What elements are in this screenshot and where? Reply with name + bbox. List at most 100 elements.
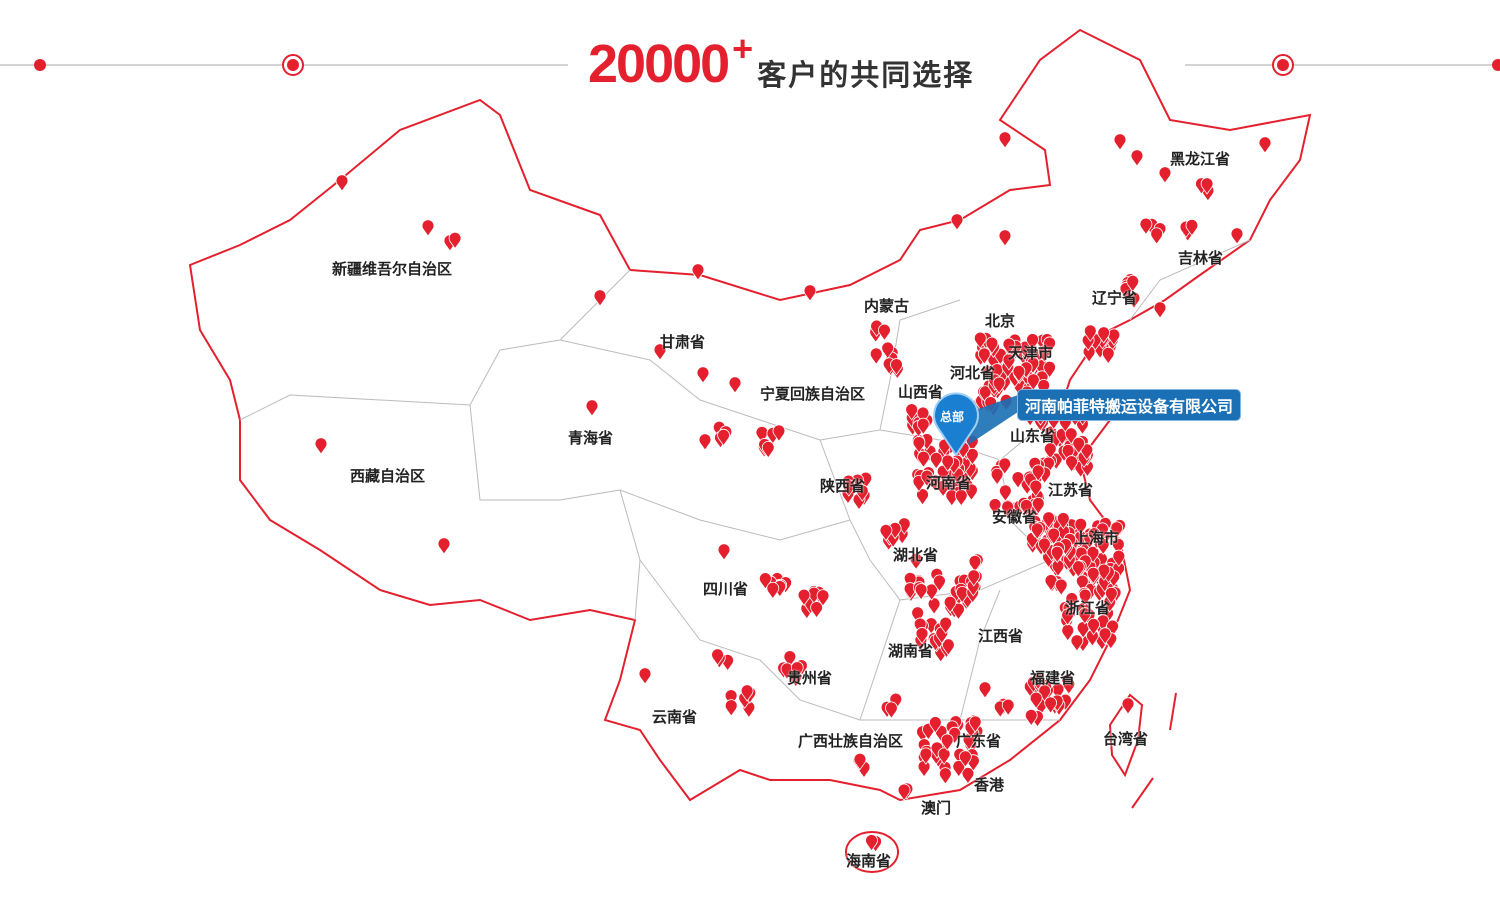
customer-pin-icon [1258, 136, 1272, 154]
customer-pin-icon [1071, 560, 1085, 578]
customer-pin-icon [772, 424, 786, 442]
customer-pin-icon [950, 213, 964, 231]
customer-pin-icon [1037, 379, 1051, 397]
province-label: 新疆维吾尔自治区 [332, 260, 453, 278]
province-label: 浙江省 [1065, 599, 1111, 617]
customer-pin-icon [927, 597, 941, 615]
customer-pin-icon [1043, 442, 1057, 460]
customer-pin-icon [1113, 133, 1127, 151]
customer-pin-icon [1185, 219, 1199, 237]
province-label: 江西省 [978, 627, 1024, 645]
customer-pin-icon [421, 219, 435, 237]
customer-pin-icon [1086, 545, 1100, 564]
customer-pin-icon [968, 555, 982, 573]
customer-pin-icon [842, 479, 856, 497]
customer-pin-icon [990, 363, 1004, 381]
customer-pin-icon [1012, 365, 1026, 383]
customer-pin-icon [1044, 696, 1058, 714]
customer-pin-icon [954, 489, 968, 507]
plus-sign: + [732, 28, 754, 69]
province-label: 香港 [974, 776, 1005, 794]
customer-pin-icon [724, 689, 738, 707]
customer-pin-icon [966, 447, 979, 466]
customer-pin-icon [915, 627, 929, 645]
customer-pin-icon [1050, 545, 1064, 564]
customer-pin-icon [998, 484, 1012, 502]
hq-marker[interactable] [933, 392, 1018, 457]
customer-pin-icon [1097, 326, 1111, 344]
customer-pin-icon [790, 661, 804, 679]
province-label: 黑龙江省 [1170, 150, 1231, 168]
province-label: 安徽省 [992, 508, 1038, 526]
customer-pin-icon [653, 343, 667, 361]
customer-pin-icon [916, 406, 930, 424]
customer-pin-icon [1043, 336, 1056, 354]
customer-pin-icon [1121, 697, 1135, 715]
province-label: 澳门 [921, 799, 952, 817]
customer-pin-icon [855, 484, 869, 502]
customer-pin-icon [1026, 333, 1039, 351]
customer-pin-icon [1111, 537, 1125, 556]
customer-pin-icon [879, 523, 893, 542]
header-decoration [0, 54, 1500, 76]
customer-pin-icon [958, 750, 972, 768]
customer-pin-icon [593, 289, 607, 307]
south-sea-dashes [1131, 692, 1177, 809]
taiwan-island [1108, 693, 1144, 778]
province-label: 上海市 [1074, 529, 1120, 547]
customer-pin-icon [916, 417, 930, 436]
customer-pin-icon [973, 331, 987, 350]
customer-pin-icon [698, 433, 712, 451]
province-label: 贵州省 [787, 669, 833, 687]
customer-pin-icon [1150, 227, 1164, 245]
customer-pin-icon [711, 648, 724, 666]
customer-pin-icon [928, 716, 942, 734]
province-label: 河北省 [950, 364, 996, 382]
customer-pin-icon [1061, 608, 1074, 626]
customer-pin-icon [717, 428, 730, 447]
customer-pin-icon [903, 571, 917, 590]
customer-pin-icon [1074, 517, 1088, 536]
customer-pin-icon [985, 336, 999, 355]
customer-pin-icon [1075, 574, 1089, 592]
customer-pin-icon [1087, 527, 1101, 545]
customer-pin-icon [1062, 677, 1076, 695]
customer-pin-icon [638, 667, 652, 685]
province-label: 辽宁省 [1092, 289, 1138, 307]
customer-pin-icon [1078, 607, 1092, 625]
customer-pin-icon [933, 574, 946, 592]
customer-pin-icon [691, 263, 705, 281]
customer-pin-icon [998, 131, 1012, 149]
customer-pin-icon [919, 747, 933, 765]
province-label: 天津市 [1008, 344, 1054, 362]
province-label: 甘肃省 [660, 333, 706, 351]
customer-pin-icon [968, 715, 982, 733]
province-label: 云南省 [652, 708, 698, 726]
customer-pin-icon [1086, 566, 1100, 585]
province-label: 湖南省 [888, 642, 934, 660]
customer-pin-icon [816, 589, 830, 607]
customer-pin-icon [889, 692, 903, 711]
customer-pin-icon [920, 469, 934, 488]
customer-pin-icon [1083, 324, 1097, 342]
page-title: 20000 + 客户的共同选择 [588, 28, 974, 95]
customer-pin-icon [992, 376, 1006, 394]
customer-pin-icon [1038, 537, 1051, 555]
province-label: 内蒙古 [864, 297, 910, 315]
customer-pin-icon [952, 602, 965, 621]
province-label: 海南省 [846, 852, 892, 870]
province-label: 福建省 [1030, 669, 1076, 687]
customer-pin-icon [1011, 471, 1025, 489]
customer-pin-icon [783, 650, 797, 668]
customer-pin-icon [853, 752, 867, 771]
customer-pin-icon [696, 366, 710, 384]
customer-pin-icon [1029, 691, 1043, 710]
customer-pin-icon [978, 681, 992, 699]
customer-pin-icon [1042, 511, 1056, 529]
customer-pin-icon [1070, 634, 1084, 652]
company-name-label[interactable]: 河南帕菲特搬运设备有限公司 [1017, 389, 1242, 421]
customer-pin-icon [761, 441, 775, 459]
customer-pin-icon [1031, 497, 1045, 515]
customer-pin-icon [988, 498, 1002, 516]
customer-pin-icon [936, 479, 950, 498]
